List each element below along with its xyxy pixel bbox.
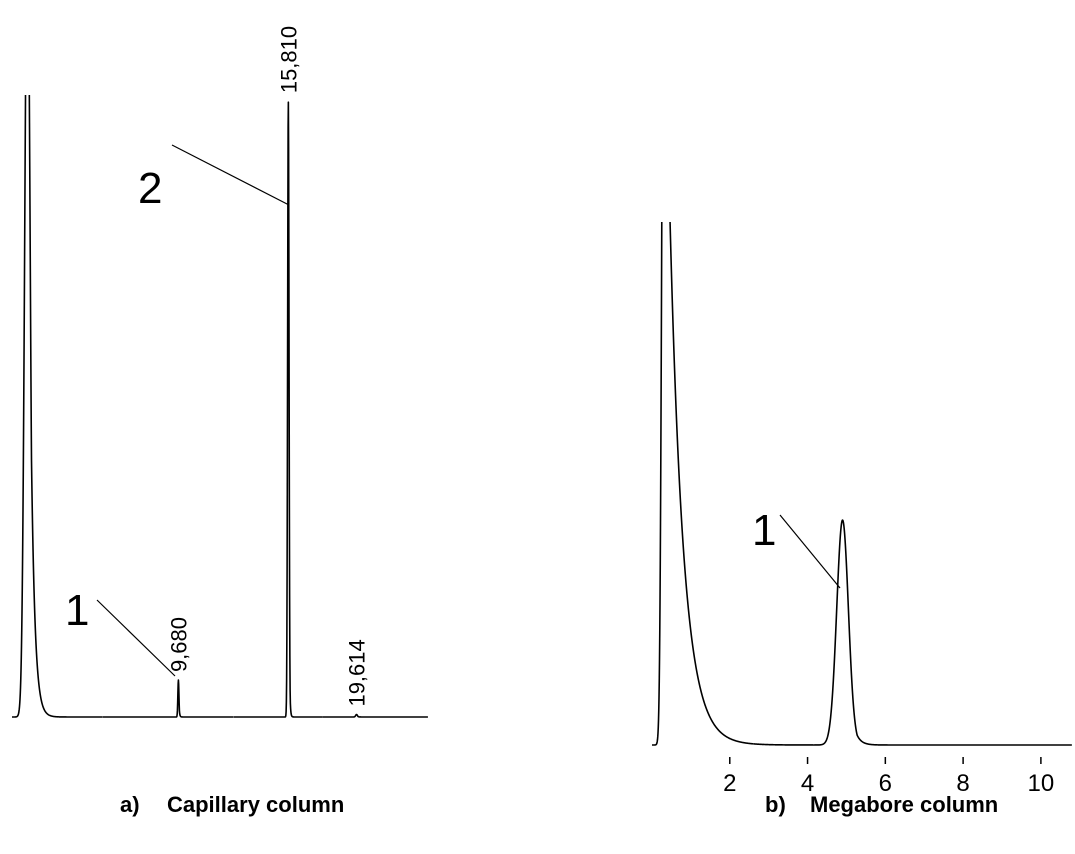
leader-line: [96, 599, 176, 677]
x-tick-label: 8: [956, 770, 969, 797]
peak-number: 2: [138, 164, 162, 213]
chromatogram-trace: [752, 519, 1073, 746]
leader-line: [779, 514, 841, 589]
chromatogram-trace: [651, 222, 754, 746]
retention-time-label: 19,614: [345, 639, 370, 706]
chromatogram-trace: [321, 713, 429, 718]
panel-letter: b): [765, 792, 786, 817]
panel-letter: a): [120, 792, 140, 817]
chromatogram-trace: [102, 679, 234, 718]
panel-title: Megabore column: [810, 792, 998, 817]
retention-time-label: 15,810: [276, 26, 301, 93]
x-tick-label: 10: [1028, 770, 1055, 797]
chromatogram-trace: [232, 101, 323, 718]
peak-number: 1: [752, 506, 776, 555]
leader-line: [171, 144, 290, 206]
x-tick-label: 6: [879, 770, 892, 797]
x-tick-label: 4: [801, 770, 814, 797]
retention-time-label: 9,680: [166, 617, 191, 672]
x-tick-label: 2: [723, 770, 736, 797]
chromatogram-trace: [11, 95, 104, 718]
peak-number: 1: [65, 586, 89, 635]
panel-title: Capillary column: [167, 792, 344, 817]
